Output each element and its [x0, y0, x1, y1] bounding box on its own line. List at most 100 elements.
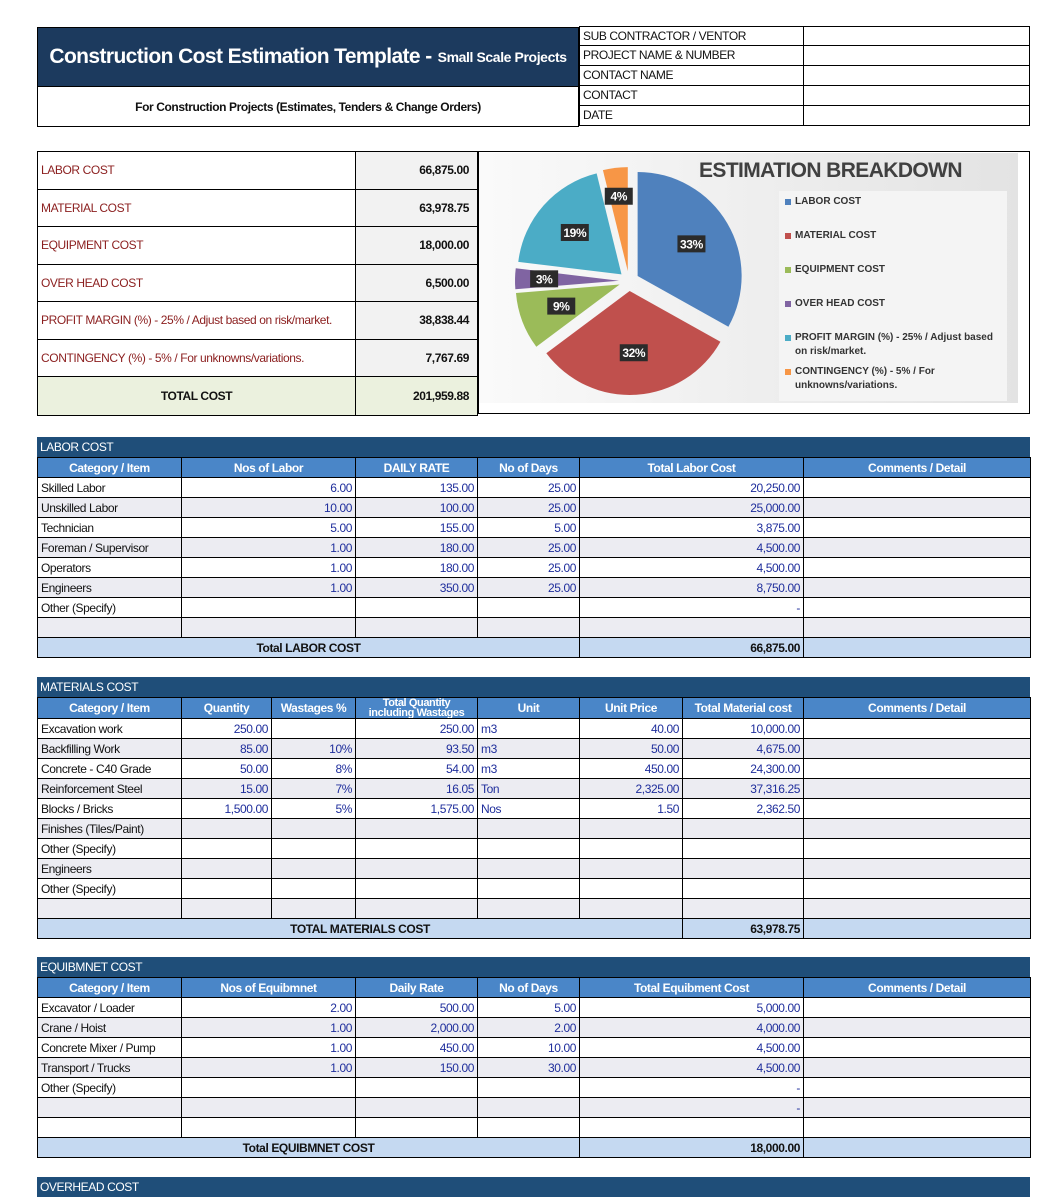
table-cell[interactable] — [803, 477, 1031, 498]
table-cell[interactable] — [803, 1057, 1031, 1078]
table-cell[interactable]: 450.00 — [579, 758, 683, 779]
table-cell[interactable]: m3 — [477, 718, 580, 739]
table-cell[interactable]: 8% — [271, 758, 356, 779]
table-cell[interactable] — [355, 597, 478, 618]
table-cell[interactable]: Ton — [477, 778, 580, 799]
table-cell[interactable] — [803, 858, 1031, 879]
table-cell[interactable] — [355, 1077, 478, 1098]
table-cell[interactable] — [355, 898, 478, 919]
table-cell[interactable]: 54.00 — [355, 758, 478, 779]
table-cell[interactable] — [579, 878, 683, 899]
table-cell[interactable] — [803, 738, 1031, 759]
table-cell[interactable] — [803, 1097, 1031, 1118]
table-cell[interactable] — [271, 858, 356, 879]
table-cell[interactable]: 2,000.00 — [355, 1017, 478, 1038]
table-cell[interactable]: 10,000.00 — [682, 718, 804, 739]
table-cell[interactable] — [682, 878, 804, 899]
table-cell[interactable]: 1.50 — [579, 798, 683, 819]
table-cell[interactable]: 350.00 — [355, 577, 478, 598]
table-cell[interactable]: Other (Specify) — [37, 1077, 182, 1098]
table-cell[interactable]: 10.00 — [477, 1037, 580, 1058]
table-cell[interactable]: 20,250.00 — [579, 477, 804, 498]
table-cell[interactable] — [181, 617, 356, 638]
table-cell[interactable]: 7% — [271, 778, 356, 799]
table-cell[interactable]: 25.00 — [477, 497, 580, 518]
table-cell[interactable] — [181, 597, 356, 618]
table-cell[interactable] — [682, 898, 804, 919]
table-cell[interactable] — [682, 838, 804, 859]
table-cell[interactable]: Excavator / Loader — [37, 997, 182, 1018]
table-cell[interactable]: 2.00 — [477, 1017, 580, 1038]
table-cell[interactable]: 180.00 — [355, 557, 478, 578]
table-cell[interactable] — [477, 818, 580, 839]
table-cell[interactable]: Technician — [37, 517, 182, 538]
table-cell[interactable]: Blocks / Bricks — [37, 798, 182, 819]
table-cell[interactable]: 4,500.00 — [579, 537, 804, 558]
table-cell[interactable] — [477, 878, 580, 899]
table-cell[interactable]: m3 — [477, 738, 580, 759]
table-cell[interactable] — [355, 1117, 478, 1138]
table-cell[interactable]: 1.00 — [181, 537, 356, 558]
table-cell[interactable]: 50.00 — [181, 758, 272, 779]
table-cell[interactable] — [803, 778, 1031, 799]
table-cell[interactable]: 25.00 — [477, 557, 580, 578]
table-cell[interactable]: 15.00 — [181, 778, 272, 799]
table-cell[interactable]: 1.00 — [181, 1057, 356, 1078]
table-cell[interactable] — [181, 838, 272, 859]
table-cell[interactable] — [181, 1097, 356, 1118]
table-cell[interactable]: 24,300.00 — [682, 758, 804, 779]
table-cell[interactable]: - — [579, 1097, 804, 1118]
table-cell[interactable] — [803, 517, 1031, 538]
table-cell[interactable]: 450.00 — [355, 1037, 478, 1058]
table-cell[interactable]: 10% — [271, 738, 356, 759]
table-cell[interactable] — [271, 838, 356, 859]
table-cell[interactable]: 2,325.00 — [579, 778, 683, 799]
table-cell[interactable]: 250.00 — [181, 718, 272, 739]
table-cell[interactable] — [682, 818, 804, 839]
table-cell[interactable]: 6.00 — [181, 477, 356, 498]
table-cell[interactable] — [579, 838, 683, 859]
table-cell[interactable] — [803, 997, 1031, 1018]
table-cell[interactable] — [477, 617, 580, 638]
table-cell[interactable] — [37, 898, 182, 919]
table-cell[interactable]: 4,500.00 — [579, 557, 804, 578]
table-cell[interactable]: Foreman / Supervisor — [37, 537, 182, 558]
table-cell[interactable]: Excavation work — [37, 718, 182, 739]
table-cell[interactable] — [37, 1117, 182, 1138]
table-cell[interactable]: Other (Specify) — [37, 878, 182, 899]
table-cell[interactable]: - — [579, 1077, 804, 1098]
table-cell[interactable]: 250.00 — [355, 718, 478, 739]
table-cell[interactable]: 25.00 — [477, 537, 580, 558]
table-cell[interactable]: Backfilling Work — [37, 738, 182, 759]
table-cell[interactable]: 5,000.00 — [579, 997, 804, 1018]
table-cell[interactable] — [803, 1037, 1031, 1058]
table-cell[interactable] — [682, 858, 804, 879]
table-cell[interactable] — [181, 1077, 356, 1098]
table-cell[interactable]: Finishes (Tiles/Paint) — [37, 818, 182, 839]
table-cell[interactable]: 4,500.00 — [579, 1037, 804, 1058]
table-cell[interactable]: 10.00 — [181, 497, 356, 518]
table-cell[interactable]: Concrete Mixer / Pump — [37, 1037, 182, 1058]
table-cell[interactable] — [803, 878, 1031, 899]
table-cell[interactable] — [803, 718, 1031, 739]
table-cell[interactable] — [803, 617, 1031, 638]
table-cell[interactable]: 8,750.00 — [579, 577, 804, 598]
table-cell[interactable]: 4,675.00 — [682, 738, 804, 759]
table-cell[interactable] — [477, 597, 580, 618]
table-cell[interactable]: 3,875.00 — [579, 517, 804, 538]
table-cell[interactable]: 40.00 — [579, 718, 683, 739]
table-cell[interactable]: 1.00 — [181, 577, 356, 598]
table-cell[interactable]: 16.05 — [355, 778, 478, 799]
table-cell[interactable]: 500.00 — [355, 997, 478, 1018]
table-cell[interactable] — [477, 858, 580, 879]
table-cell[interactable] — [37, 1097, 182, 1118]
table-cell[interactable]: 2,362.50 — [682, 798, 804, 819]
table-cell[interactable]: Nos — [477, 798, 580, 819]
table-cell[interactable] — [803, 557, 1031, 578]
table-cell[interactable]: Engineers — [37, 858, 182, 879]
table-cell[interactable]: 135.00 — [355, 477, 478, 498]
table-cell[interactable]: 30.00 — [477, 1057, 580, 1078]
table-cell[interactable] — [181, 898, 272, 919]
table-cell[interactable] — [477, 1077, 580, 1098]
table-cell[interactable]: 4,500.00 — [579, 1057, 804, 1078]
